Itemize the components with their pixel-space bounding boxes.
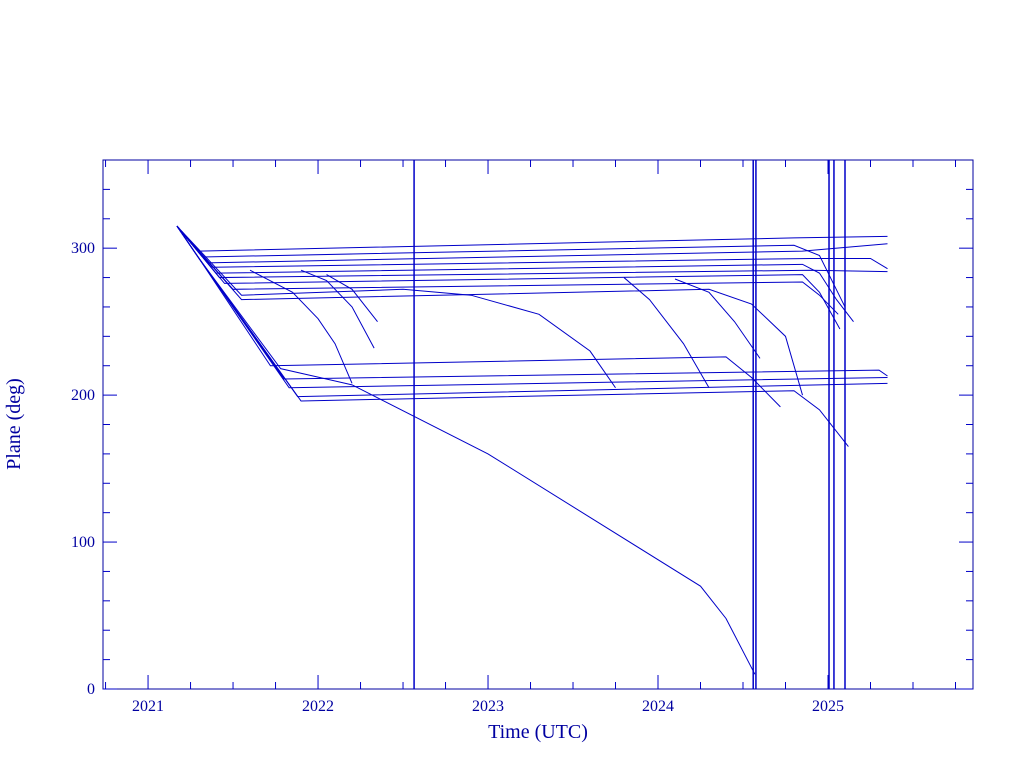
x-tick-label: 2023 — [472, 698, 504, 715]
track-line — [623, 277, 710, 389]
x-tick-label: 2021 — [132, 698, 164, 715]
track-line — [176, 225, 888, 270]
x-tick-label: 2022 — [302, 698, 334, 715]
track-line — [326, 274, 378, 322]
plot-frame — [102, 159, 974, 690]
y-tick-label: 100 — [71, 534, 95, 551]
x-axis-label: Time (UTC) — [488, 721, 588, 743]
track-line — [176, 225, 888, 264]
y-axis-label: Plane (deg) — [3, 378, 25, 470]
y-tick-label: 200 — [71, 387, 95, 404]
x-tick-label: 2024 — [642, 698, 674, 715]
track-line — [300, 269, 375, 349]
y-tick-label: 0 — [87, 681, 95, 698]
track-line — [176, 225, 888, 252]
track-line — [249, 269, 353, 384]
track-line — [176, 225, 756, 675]
x-tick-label: 2025 — [812, 698, 844, 715]
y-tick-label: 300 — [71, 240, 95, 257]
track-line — [176, 225, 841, 330]
track-line — [674, 278, 761, 359]
track-line — [176, 225, 616, 389]
track-line — [176, 225, 803, 396]
